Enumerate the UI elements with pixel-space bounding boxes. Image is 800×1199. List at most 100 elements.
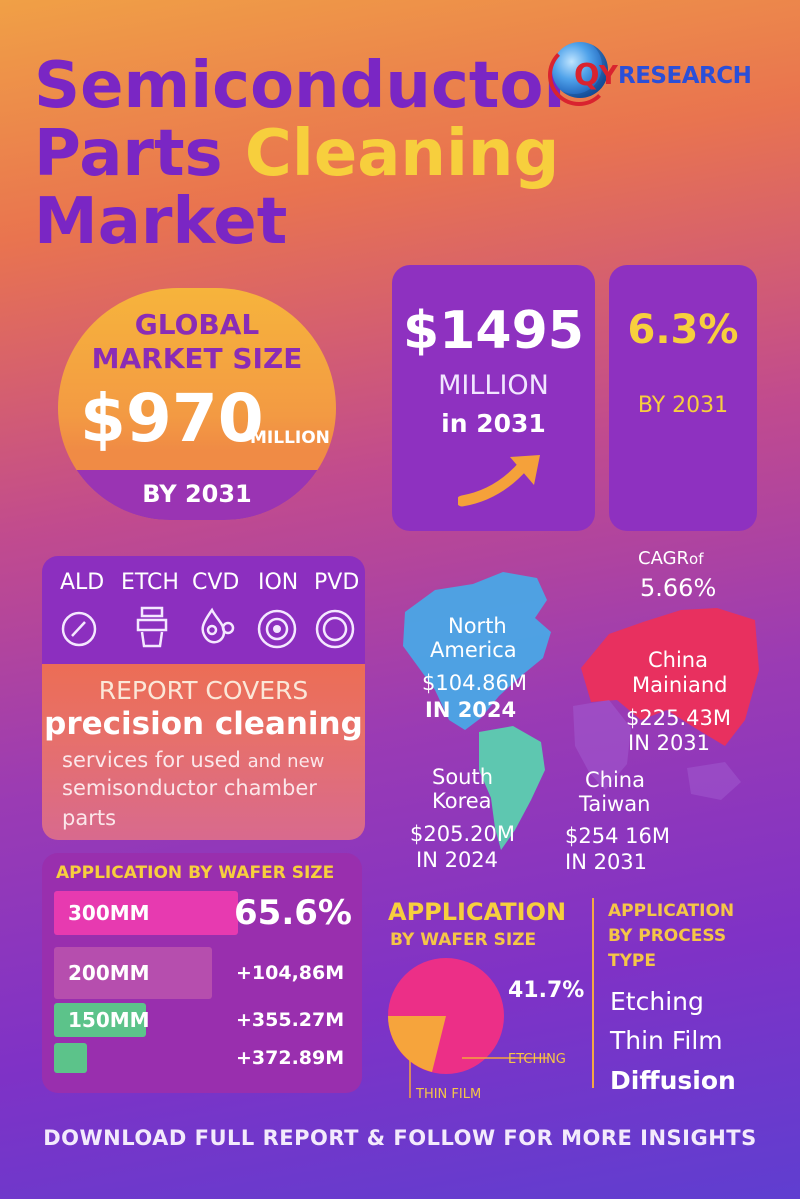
report-body-line-1: services for used and new <box>62 748 324 772</box>
report-body-line-3: parts <box>62 806 117 830</box>
region-kr-name-2: Korea <box>432 789 492 813</box>
process-item-thin-film: Thin Film <box>610 1026 723 1055</box>
region-na-name-1: North <box>448 614 507 638</box>
pie-heading-2: BY WAFER SIZE <box>390 930 537 950</box>
wafer-bar-label: 150MM <box>68 1008 150 1032</box>
pie-heading-1: APPLICATION <box>388 898 567 926</box>
map-cagr-word: CAGR <box>638 548 690 569</box>
pie-label-etching: ETCHING <box>508 1052 566 1067</box>
process-item-diffusion: Diffusion <box>610 1066 736 1095</box>
global-market-band <box>58 470 336 520</box>
trend-arrow-icon <box>458 455 540 507</box>
process-heading-2: BY PROCESS <box>608 926 727 946</box>
global-amount: $970 <box>80 380 264 457</box>
report-highlight: precision cleaning <box>44 706 363 742</box>
pie-percent: 41.7% <box>508 978 585 1003</box>
pie-label-thin-film: THIN FILM <box>416 1087 482 1102</box>
asia-shape <box>581 608 759 746</box>
report-body-1b: and new <box>247 751 325 772</box>
south-america-shape <box>479 726 545 850</box>
process-heading-3: TYPE <box>608 951 656 971</box>
africa-shape <box>573 700 631 790</box>
gauge-icon <box>61 611 97 647</box>
forecast-card: $1495 MILLION in 2031 <box>392 265 595 531</box>
tech-label-ion: ION <box>258 570 299 595</box>
report-band <box>42 664 365 840</box>
north-america-shape <box>403 572 551 730</box>
title-line-3: Market <box>34 185 288 259</box>
logo-text: RESEARCH <box>618 63 752 89</box>
region-cn-value: $225.43M <box>626 706 731 730</box>
disc-icon <box>315 609 355 649</box>
logo: Q Y RESEARCH <box>548 40 767 106</box>
ion-ring-icon <box>257 609 297 649</box>
region-kr-name-1: South <box>432 765 494 789</box>
title-line-1: Semiconductor <box>34 49 576 123</box>
map-cagr-of: of <box>689 550 704 568</box>
region-kr-year: IN 2024 <box>416 848 499 872</box>
wafer-bar-label: 300MM <box>68 901 150 925</box>
global-unit: MILLION <box>250 428 330 448</box>
tech-label-ald: ALD <box>60 570 105 595</box>
forecast-unit: MILLION <box>438 370 549 401</box>
wafer-bar-300mm <box>54 891 238 935</box>
cagr-card: 6.3% BY 2031 <box>609 265 757 531</box>
title-line-2: Parts Cleaning <box>34 122 559 186</box>
region-cn-year: IN 2031 <box>628 731 711 755</box>
region-tw-year: IN 2031 <box>565 850 648 874</box>
region-na-name-2: America <box>430 638 517 662</box>
wafer-bar-value: +372.89M <box>236 1047 345 1069</box>
logo-letter-q: Q <box>574 58 600 93</box>
tech-label-etch: ETCH <box>121 570 179 595</box>
report-card: ALD ETCH CVD ION PVD REPORT <box>42 556 365 840</box>
report-heading: REPORT COVERS <box>98 676 309 705</box>
wafer-bar-200mm <box>54 947 212 999</box>
logo-ring <box>548 44 610 106</box>
tech-band <box>42 556 365 664</box>
title-word-parts: Parts <box>34 117 223 191</box>
cagr-year: BY 2031 <box>637 393 729 418</box>
logo-letter-y: Y <box>599 61 618 91</box>
etch-tool-icon <box>136 606 168 648</box>
report-body-line-2: semisonductor chamber <box>62 776 317 800</box>
process-item-etching: Etching <box>610 987 704 1016</box>
global-heading-1: GLOBAL <box>134 308 260 341</box>
oceania-shape <box>687 762 741 800</box>
forecast-amount: $1495 <box>403 301 584 361</box>
tech-label-cvd: CVD <box>192 570 240 595</box>
pie-slice-thin-film <box>388 1016 446 1072</box>
title-word-cleaning: Cleaning <box>244 117 560 191</box>
global-year: BY 2031 <box>142 480 252 508</box>
global-heading-2: MARKET SIZE <box>91 342 303 375</box>
wafer-bar-value: 65.6% <box>234 893 352 933</box>
cagr-rate: 6.3% <box>627 307 739 353</box>
map-cagr-value: 5.66% <box>640 574 717 602</box>
pie-chart <box>388 958 548 1098</box>
world-map <box>403 572 759 850</box>
global-market-card: GLOBAL MARKET SIZE $970 MILLION BY 2031 <box>58 288 336 520</box>
wafer-bar-value: +355.27M <box>236 1009 345 1031</box>
section-divider <box>592 898 594 1088</box>
map-cagr-label: CAGRof <box>638 548 704 569</box>
region-tw-name-2: Taiwan <box>579 792 651 816</box>
region-tw-name-1: China <box>585 768 645 792</box>
wafer-bar-value: +104,86M <box>236 962 345 984</box>
region-cn-name-2: Mainiand <box>632 673 728 697</box>
wafer-bar-150mm <box>54 1003 146 1037</box>
footer-cta: DOWNLOAD FULL REPORT & FOLLOW FOR MORE I… <box>43 1126 757 1150</box>
region-na-year: IN 2024 <box>425 698 517 722</box>
region-cn-name-1: China <box>648 648 708 672</box>
forecast-year: in 2031 <box>441 409 546 438</box>
wafer-bar-extra <box>54 1043 87 1073</box>
molecule-icon <box>201 607 235 644</box>
wafer-heading: APPLICATION BY WAFER SIZE <box>56 863 335 883</box>
region-na-value: $104.86M <box>422 671 527 695</box>
tech-label-pvd: PVD <box>314 570 360 595</box>
region-tw-value: $254 16M <box>565 824 670 848</box>
process-heading-1: APPLICATION <box>608 901 735 921</box>
report-body-1a: services for used <box>62 748 241 772</box>
wafer-card: APPLICATION BY WAFER SIZE 300MM 65.6% 200M… <box>42 853 362 1093</box>
region-kr-value: $205.20M <box>410 822 515 846</box>
wafer-bar-label: 200MM <box>68 961 150 985</box>
